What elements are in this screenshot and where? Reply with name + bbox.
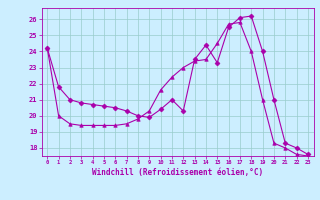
X-axis label: Windchill (Refroidissement éolien,°C): Windchill (Refroidissement éolien,°C) (92, 168, 263, 177)
